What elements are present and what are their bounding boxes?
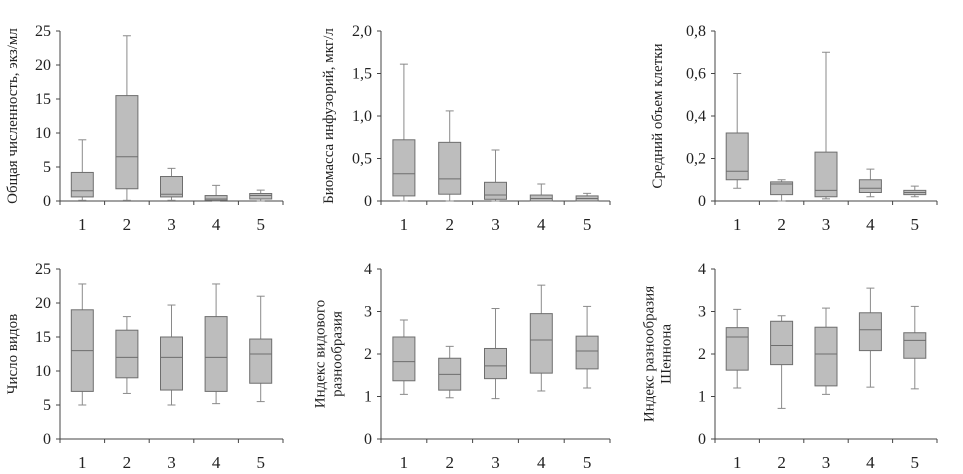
y-tick-label: 15 (35, 329, 51, 346)
category-label: 2 (445, 453, 454, 472)
y-tick-label: 4 (698, 261, 706, 278)
category-label: 4 (866, 215, 875, 234)
y-tick-label: 0 (364, 431, 372, 448)
category-label: 2 (777, 215, 786, 234)
category-label: 3 (822, 215, 831, 234)
category-label: 2 (445, 215, 454, 234)
box-iqr (858, 312, 882, 352)
category-label: 5 (256, 453, 265, 472)
category-label: 3 (491, 215, 500, 234)
category-label: 4 (537, 215, 546, 234)
box-iqr (204, 316, 228, 392)
y-tick-label: 25 (35, 261, 51, 278)
category-label: 1 (400, 215, 409, 234)
y-tick-label: 0,5 (352, 151, 372, 168)
y-tick-label: 1 (364, 389, 372, 406)
category-label: 5 (583, 215, 592, 234)
y-tick-label: 1,5 (352, 66, 372, 83)
category-label: 3 (167, 453, 176, 472)
category-label: 3 (167, 215, 176, 234)
y-axis-label: Индекс разнообразия (642, 286, 658, 422)
category-label: 5 (911, 453, 920, 472)
box-iqr (770, 181, 794, 196)
category-label: 2 (777, 453, 786, 472)
y-tick-label: 4 (364, 261, 372, 278)
y-tick-label: 0,6 (686, 66, 706, 83)
box-iqr (204, 195, 228, 201)
y-tick-label: 1 (698, 389, 706, 406)
y-axis-label: Индекс видового (313, 300, 329, 408)
box-iqr (249, 193, 273, 200)
y-tick-label: 20 (35, 57, 51, 74)
box-iqr (392, 139, 416, 197)
category-label: 1 (733, 215, 742, 234)
y-axis-label: Средний объем клетки (650, 43, 666, 188)
y-tick-label: 0,8 (686, 23, 706, 40)
y-tick-label: 3 (698, 304, 706, 321)
box-iqr (484, 347, 507, 380)
y-tick-label: 0 (698, 193, 706, 210)
y-axis-label: Биомасса инфузорий, мкг/л (321, 28, 337, 204)
category-label: 4 (212, 215, 221, 234)
category-label: 4 (212, 453, 221, 472)
y-tick-label: 0 (698, 431, 706, 448)
box-iqr (392, 336, 416, 382)
category-label: 2 (123, 453, 132, 472)
category-label: 5 (256, 215, 265, 234)
y-tick-label: 0 (43, 431, 51, 448)
category-label: 5 (583, 453, 592, 472)
y-tick-label: 20 (35, 295, 51, 312)
box-iqr (814, 326, 838, 387)
category-label: 3 (491, 453, 500, 472)
y-tick-label: 5 (43, 159, 51, 176)
category-label: 3 (822, 453, 831, 472)
box-iqr (725, 327, 749, 371)
box-iqr (575, 335, 599, 370)
box-iqr (529, 313, 553, 374)
y-tick-label: 5 (43, 397, 51, 414)
box-iqr (484, 181, 507, 200)
y-tick-label: 0,2 (686, 151, 706, 168)
y-axis-label: Шеннона (659, 324, 675, 384)
y-tick-label: 0 (364, 193, 372, 210)
category-label: 1 (78, 215, 87, 234)
y-axis-label: Число видов (5, 314, 21, 395)
box-iqr (903, 332, 927, 359)
category-label: 1 (733, 453, 742, 472)
y-tick-label: 3 (364, 304, 372, 321)
category-label: 5 (911, 215, 920, 234)
y-tick-label: 0 (43, 193, 51, 210)
y-tick-label: 10 (35, 363, 51, 380)
y-tick-label: 1,0 (352, 108, 372, 125)
box-iqr (858, 179, 882, 193)
y-tick-label: 10 (35, 125, 51, 142)
box-iqr (160, 176, 183, 198)
box-iqr (249, 338, 273, 384)
y-tick-label: 15 (35, 91, 51, 108)
box-iqr (770, 320, 794, 366)
y-tick-label: 0,4 (686, 108, 706, 125)
category-label: 1 (78, 453, 87, 472)
y-tick-label: 2,0 (352, 23, 372, 40)
y-tick-label: 2 (698, 346, 706, 363)
y-axis-label: Общая численность, экз/мл (5, 28, 21, 204)
box-iqr (115, 329, 139, 379)
category-label: 1 (400, 453, 409, 472)
box-iqr (725, 132, 749, 181)
box-iqr (814, 151, 838, 198)
category-label: 4 (537, 453, 546, 472)
box-iqr (70, 171, 94, 198)
box-iqr (115, 95, 139, 190)
box-iqr (160, 336, 183, 391)
category-label: 2 (123, 215, 132, 234)
y-tick-label: 25 (35, 23, 51, 40)
box-iqr (438, 141, 462, 195)
y-tick-label: 2 (364, 346, 372, 363)
y-axis-label: разнообразия (330, 311, 346, 397)
category-label: 4 (866, 453, 875, 472)
